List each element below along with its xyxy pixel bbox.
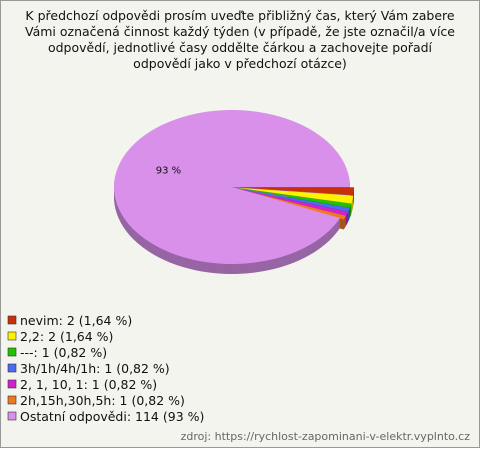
data-label: 93 %	[156, 165, 181, 176]
slice	[235, 187, 354, 196]
chart-title: K předchozí odpovědi prosím uveďte přibl…	[25, 8, 454, 23]
chart-title: odpovědí, jednotlivé časy oddělte čárkou…	[48, 40, 433, 55]
legend-swatch	[7, 331, 17, 341]
slice	[235, 188, 349, 216]
slice	[235, 187, 352, 208]
legend-swatch	[7, 411, 17, 421]
legend-label: 2h,15h,30h,5h: 1 (0,82 %)	[20, 393, 185, 408]
legend-label: 2, 1, 10, 1: 1 (0,82 %)	[20, 377, 157, 392]
legend-swatch	[7, 363, 17, 373]
chart-title: odpovědí jako v předchozí otázce)	[133, 56, 347, 71]
legend-swatch	[7, 379, 17, 389]
slice	[235, 187, 354, 204]
legend-label: Ostatní odpovědi: 114 (93 %)	[20, 409, 204, 424]
legend-label: nevim: 2 (1,64 %)	[20, 313, 132, 328]
slice	[235, 188, 350, 212]
legend-swatch	[7, 395, 17, 405]
legend-label: 2,2: 2 (1,64 %)	[20, 329, 113, 344]
legend-label: 3h/1h/4h/1h: 1 (0,82 %)	[20, 361, 170, 376]
chart-title: Vámi označená činnost každý týden (v pří…	[25, 24, 455, 39]
slice	[113, 110, 350, 264]
legend-swatch	[7, 315, 17, 325]
source: zdroj: https://rychlost-zapominani-v-ele…	[181, 430, 471, 443]
legend-swatch	[7, 347, 17, 357]
legend-label: ---: 1 (0,82 %)	[20, 345, 107, 360]
